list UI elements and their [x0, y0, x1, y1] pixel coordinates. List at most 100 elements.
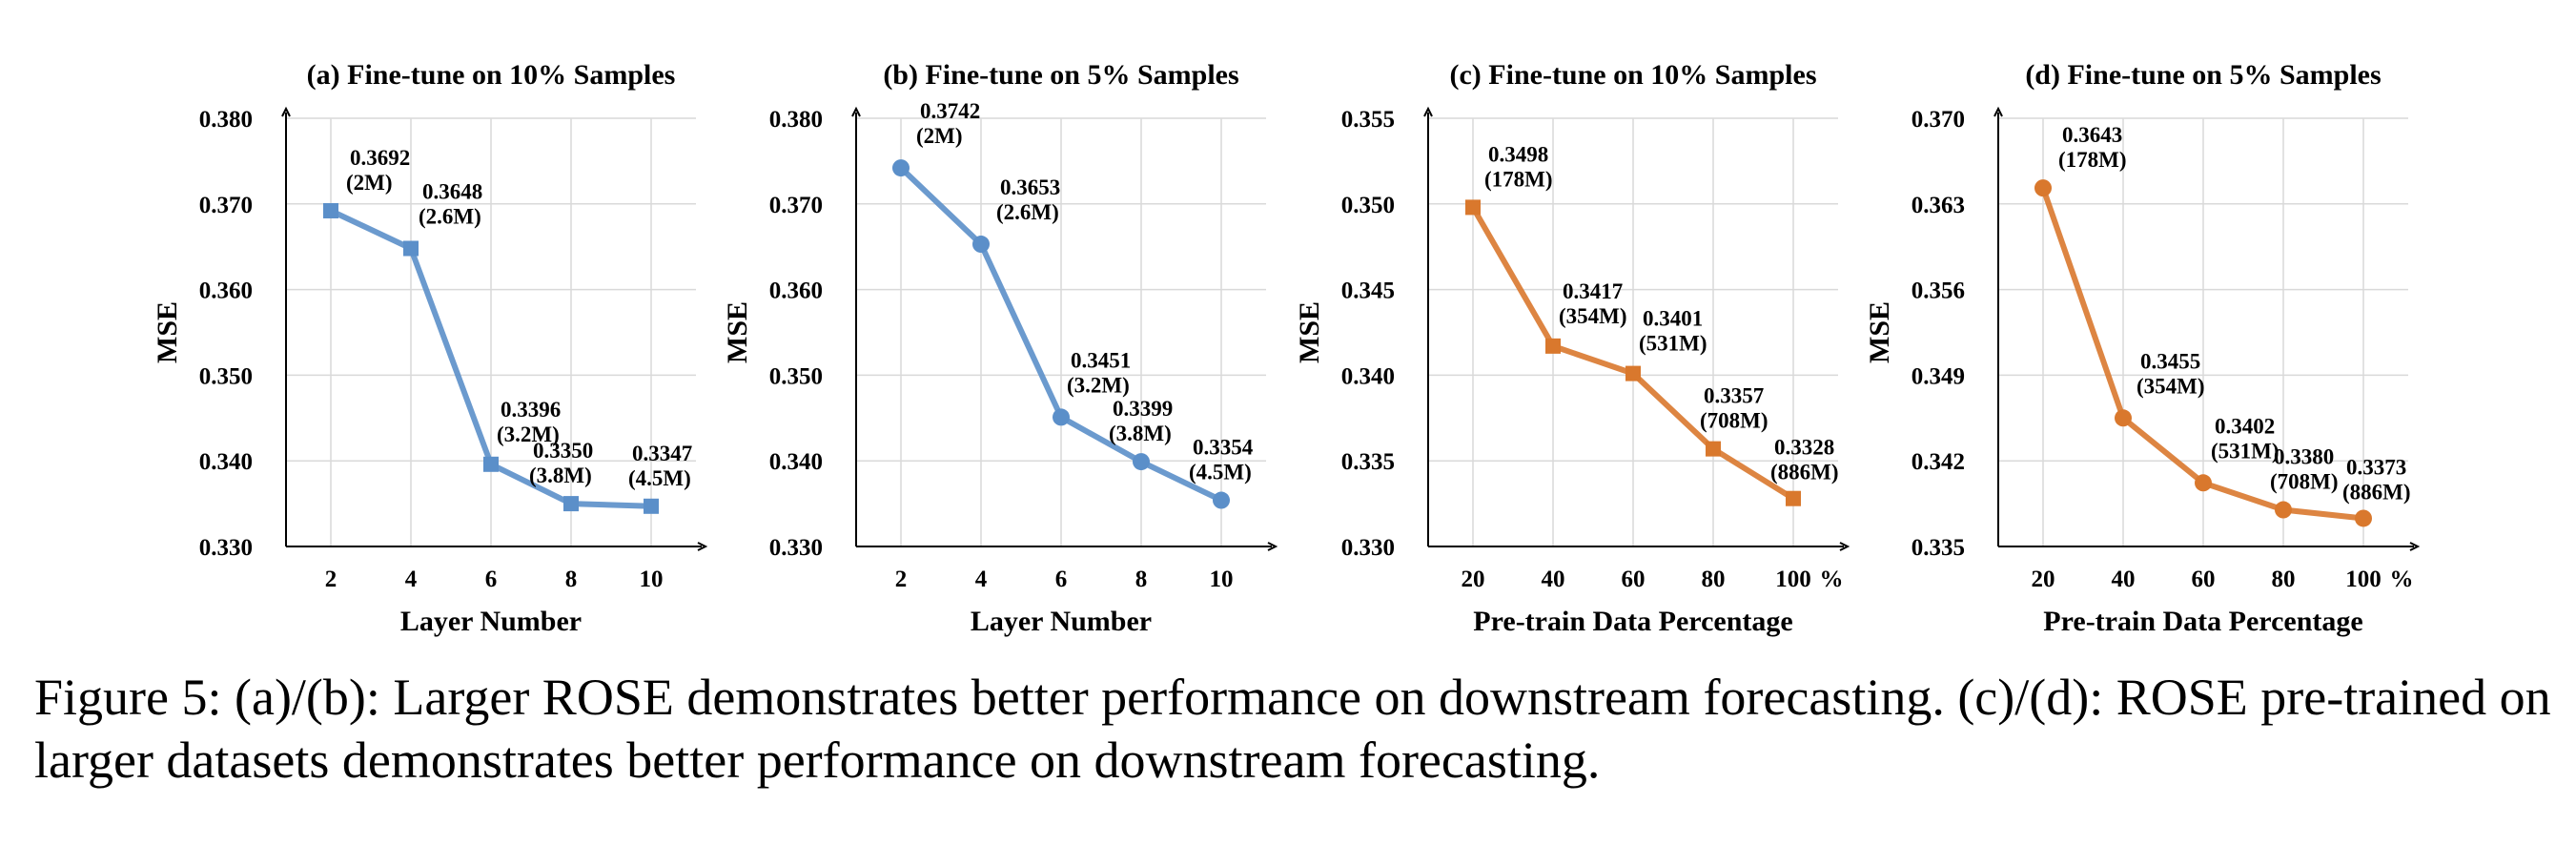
chart-a-xtick-label: 10: [640, 567, 664, 592]
chart-d-point: [2034, 179, 2052, 197]
chart-c-point: [1465, 199, 1481, 216]
chart-b-x-arrow: [1267, 542, 1278, 551]
chart-c-ytick-label: 0.355: [1341, 107, 1395, 133]
chart-c-xtick-label: 100: [1775, 567, 1811, 592]
chart-d-xtick-label: 100: [2345, 567, 2382, 592]
chart-a-ytick-label: 0.330: [199, 535, 253, 561]
chart-b-point: [892, 159, 910, 177]
chart-a-data-label-size: (2.6M): [419, 204, 481, 228]
chart-c-data-label-value: 0.3328: [1774, 436, 1834, 460]
chart-c-data-label-value: 0.3401: [1643, 307, 1703, 331]
chart-a-point: [563, 496, 579, 512]
chart-a-ytick-label: 0.370: [199, 193, 253, 218]
chart-c-x-arrow: [1839, 542, 1850, 551]
chart-d-data-label-value: 0.3402: [2215, 414, 2275, 438]
chart-a-point: [323, 202, 338, 218]
chart-c-data-label-size: (354M): [1559, 304, 1627, 328]
chart-b-xtick-label: 4: [975, 567, 988, 592]
chart-c-ytick-label: 0.335: [1341, 449, 1395, 475]
figure-caption: Figure 5: (a)/(b): Larger ROSE demonstra…: [34, 669, 2551, 789]
chart-a-ylabel: MSE: [152, 301, 183, 363]
chart-a-data-label-value: 0.3350: [533, 439, 593, 463]
chart-b-point: [1053, 408, 1070, 426]
chart-d-ytick-label: 0.342: [1912, 449, 1965, 475]
chart-d-ytick-label: 0.356: [1912, 278, 1965, 304]
chart-a-data-label-size: (3.8M): [529, 464, 592, 487]
chart-d-xlabel: Pre-train Data Percentage: [2043, 606, 2362, 637]
chart-d-ytick-label: 0.349: [1912, 363, 1965, 389]
figure-chart-area: (a) Fine-tune on 10% Samples 0.330 0.340 0.…: [152, 59, 2421, 637]
chart-b-xtick-label: 2: [895, 567, 908, 592]
chart-b-xtick-label: 10: [1210, 567, 1234, 592]
chart-b-y-arrow: [851, 106, 861, 117]
chart-c-ytick-label: 0.340: [1341, 363, 1395, 389]
chart-c-data-label-value: 0.3417: [1563, 279, 1623, 303]
chart-a-xtick-label: 8: [565, 567, 578, 592]
chart-c-y-arrow: [1423, 106, 1433, 117]
chart-a-ytick-label: 0.380: [199, 107, 253, 133]
chart-d-ytick-label: 0.335: [1912, 535, 1965, 561]
chart-c-data-label-size: (886M): [1770, 461, 1839, 484]
chart-d-title: (d) Fine-tune on 5% Samples: [2025, 59, 2381, 91]
chart-c-ylabel: MSE: [1294, 301, 1325, 363]
chart-b-point: [1133, 453, 1150, 471]
chart-a-ytick-label: 0.360: [199, 278, 253, 304]
chart-a-data-label-size: (3.2M): [497, 422, 560, 446]
chart-c-xlabel: Pre-train Data Percentage: [1473, 606, 1792, 637]
chart-b-ytick-label: 0.380: [769, 107, 823, 133]
chart-c-data-label-value: 0.3357: [1704, 384, 1764, 408]
chart-b-data-label-size: (3.8M): [1109, 422, 1172, 445]
chart-d-data-label-value: 0.3373: [2346, 455, 2406, 479]
chart-d-point: [2275, 501, 2292, 519]
chart-b-ytick-label: 0.330: [769, 535, 823, 561]
chart-a-xtick-label: 2: [325, 567, 337, 592]
chart-a-xtick-label: 6: [485, 567, 498, 592]
chart-a-data-label-value: 0.3692: [350, 146, 410, 170]
chart-c-ytick-label: 0.330: [1341, 535, 1395, 561]
chart-d-x-unit: %: [2390, 567, 2414, 592]
chart-b-data-label-size: (2M): [916, 124, 963, 148]
chart-b-ytick-label: 0.360: [769, 278, 823, 304]
chart-d-ytick-label: 0.370: [1912, 107, 1965, 133]
chart-a-point: [644, 498, 659, 514]
chart-c-ytick-label: 0.350: [1341, 193, 1395, 218]
chart-d-xtick-label: 60: [2192, 567, 2216, 592]
chart-b-ylabel: MSE: [722, 301, 753, 363]
chart-b-data-label-size: (2.6M): [996, 200, 1059, 224]
chart-d-data-label-size: (886M): [2342, 480, 2411, 504]
chart-b-data-label-value: 0.3451: [1071, 348, 1131, 372]
chart-d-xtick-label: 40: [2112, 567, 2136, 592]
chart-b-xtick-label: 6: [1055, 567, 1068, 592]
chart-b-data-label-value: 0.3742: [920, 99, 980, 123]
chart-a-point: [483, 456, 499, 472]
chart-c-data-label-size: (708M): [1700, 409, 1768, 433]
chart-c-xtick-label: 80: [1702, 567, 1726, 592]
chart-b-title: (b) Fine-tune on 5% Samples: [883, 59, 1238, 91]
chart-a-title: (a) Fine-tune on 10% Samples: [307, 59, 676, 91]
chart-b-point: [1213, 491, 1230, 509]
chart-a-y-arrow: [281, 106, 291, 117]
chart-a-data-label-size: (2M): [346, 171, 393, 195]
chart-a-data-label-value: 0.3648: [422, 179, 482, 203]
chart-c-xtick-label: 60: [1622, 567, 1646, 592]
chart-d-point: [2115, 409, 2132, 427]
chart-d-ytick-label: 0.363: [1912, 193, 1965, 218]
chart-c-point: [1625, 365, 1641, 381]
chart-d-data-label-value: 0.3643: [2062, 123, 2122, 147]
chart-c-xtick-label: 40: [1542, 567, 1565, 592]
chart-b-ytick-label: 0.370: [769, 193, 823, 218]
chart-a-ytick-label: 0.350: [199, 363, 253, 389]
chart-c-x-unit: %: [1820, 567, 1844, 592]
chart-d-xtick-label: 80: [2272, 567, 2296, 592]
chart-d-data-label-size: (354M): [2136, 374, 2205, 398]
chart-c-xtick-label: 20: [1462, 567, 1485, 592]
chart-b-xtick-label: 8: [1135, 567, 1148, 592]
chart-d-data-label-size: (531M): [2211, 439, 2280, 463]
chart-d-data-label-value: 0.3455: [2140, 349, 2200, 373]
chart-a-xtick-label: 4: [405, 567, 418, 592]
chart-d-point: [2355, 509, 2372, 527]
chart-a-data-label-value: 0.3347: [632, 442, 692, 465]
chart-a-data-label-size: (4.5M): [628, 466, 691, 490]
chart-b-data-label-size: (3.2M): [1067, 373, 1130, 397]
chart-c-data-label-size: (531M): [1639, 332, 1707, 356]
